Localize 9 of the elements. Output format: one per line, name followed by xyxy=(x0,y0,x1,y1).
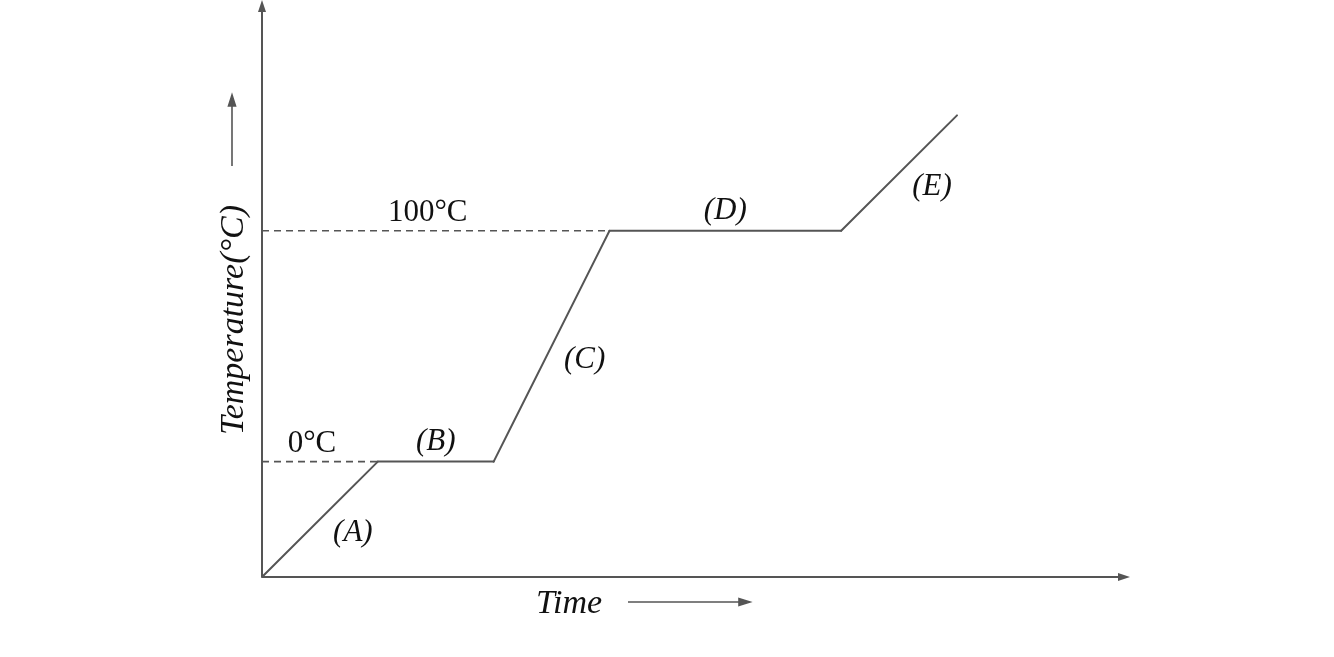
series-label: (A) xyxy=(333,512,373,548)
ref-line-label: 100°C xyxy=(387,192,468,228)
ref-line-label: 0°C xyxy=(287,423,337,459)
series-label: (D) xyxy=(703,190,747,226)
series-label: (E) xyxy=(912,166,952,202)
x-axis-title: Time xyxy=(535,583,603,620)
y-axis-title: Temperature(°C) xyxy=(213,204,251,436)
series-label: (C) xyxy=(563,339,606,375)
series-label: (B) xyxy=(415,421,456,457)
